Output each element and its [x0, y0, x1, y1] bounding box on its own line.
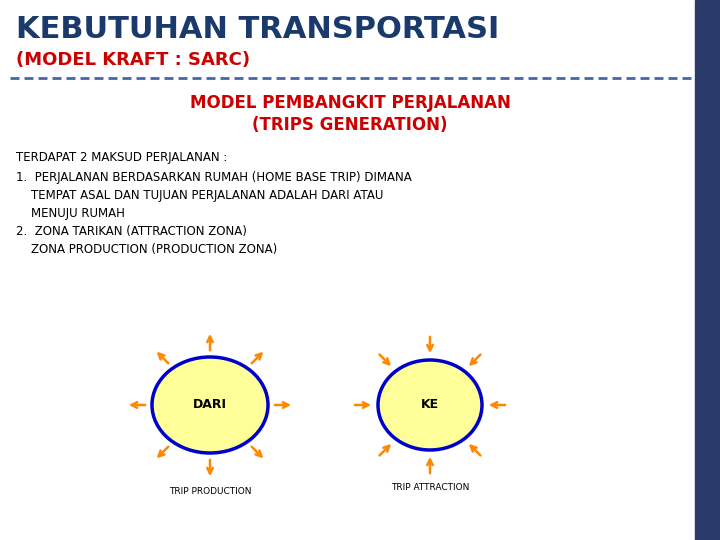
Text: 1.  PERJALANAN BERDASARKAN RUMAH (HOME BASE TRIP) DIMANA: 1. PERJALANAN BERDASARKAN RUMAH (HOME BA… [16, 172, 412, 185]
Text: TERDAPAT 2 MAKSUD PERJALANAN :: TERDAPAT 2 MAKSUD PERJALANAN : [16, 152, 228, 165]
Text: (MODEL KRAFT : SARC): (MODEL KRAFT : SARC) [16, 51, 250, 69]
Text: ZONA PRODUCTION (PRODUCTION ZONA): ZONA PRODUCTION (PRODUCTION ZONA) [16, 244, 277, 256]
Text: DARI: DARI [193, 399, 227, 411]
Text: 2.  ZONA TARIKAN (ATTRACTION ZONA): 2. ZONA TARIKAN (ATTRACTION ZONA) [16, 226, 247, 239]
Text: KEBUTUHAN TRANSPORTASI: KEBUTUHAN TRANSPORTASI [16, 16, 500, 44]
Bar [695, 0, 720, 540]
Text: MODEL PEMBANGKIT PERJALANAN: MODEL PEMBANGKIT PERJALANAN [189, 94, 510, 112]
Text: TRIP PRODUCTION: TRIP PRODUCTION [168, 487, 251, 496]
Text: KE: KE [421, 399, 439, 411]
Text: TEMPAT ASAL DAN TUJUAN PERJALANAN ADALAH DARI ATAU: TEMPAT ASAL DAN TUJUAN PERJALANAN ADALAH… [16, 190, 383, 202]
Text: TRIP ATTRACTION: TRIP ATTRACTION [391, 483, 469, 492]
Ellipse shape [378, 360, 482, 450]
Text: MENUJU RUMAH: MENUJU RUMAH [16, 207, 125, 220]
Text: (TRIPS GENERATION): (TRIPS GENERATION) [252, 116, 448, 134]
Ellipse shape [152, 357, 268, 453]
